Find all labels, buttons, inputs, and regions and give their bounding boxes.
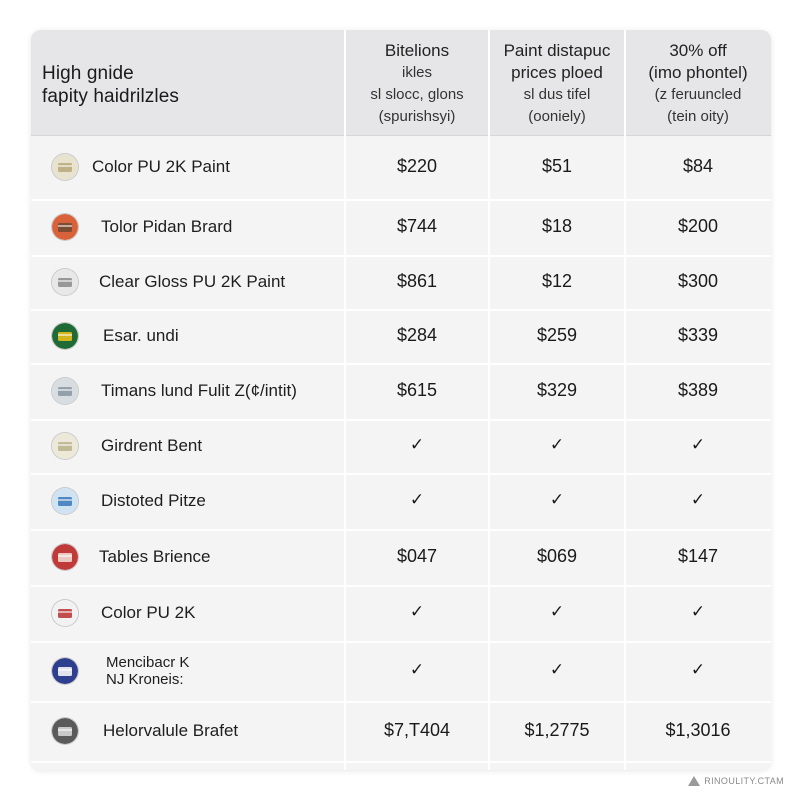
watermark-text: RINOULITY.CTAM <box>704 776 784 786</box>
row-product-name: Color PU 2K <box>101 603 196 622</box>
paint-can-icon <box>52 600 78 626</box>
price-cell: $047 <box>396 546 438 566</box>
price-cell: $300 <box>677 271 719 291</box>
row-product-name: Mencibacr K NJ Kroneis: <box>106 654 189 688</box>
row-product-name-line1: Mencibacr K <box>106 654 190 671</box>
table-row: Color PU 2K Paint $220 $51 $84 <box>31 135 771 201</box>
paint-can-icon <box>52 269 78 295</box>
price-cell: $744 <box>396 216 438 236</box>
watermark-logo-icon <box>688 776 701 786</box>
price-cell: $284 <box>396 325 438 345</box>
row-product-name: Tables Brience <box>99 547 211 566</box>
paint-can-icon <box>52 718 78 744</box>
price-cell: $18 <box>541 216 573 236</box>
table-row: Tables Brience $047 $069 $147 <box>31 529 771 587</box>
watermark: RINOULITY.CTAM <box>688 776 784 786</box>
check-icon: ✓ <box>409 602 425 621</box>
check-icon: ✓ <box>549 435 565 454</box>
column-header-3-line1: 30% off <box>669 41 727 60</box>
column-header-2-line3: sl dus tifel <box>523 86 591 103</box>
table-row: Mencibacr K NJ Kroneis: ✓ ✓ ✓ <box>31 641 771 703</box>
price-cell: $339 <box>677 325 719 345</box>
paint-can-icon <box>52 658 78 684</box>
check-icon: ✓ <box>690 490 706 509</box>
row-product-name: Color PU 2K Paint <box>92 157 230 176</box>
column-header-3-line2: (imo phontel) <box>648 63 748 82</box>
row-product-name: Clear Gloss PU 2K Paint <box>99 272 286 291</box>
column-header-1-line1: Bitelions <box>384 41 450 60</box>
row-product-name: Esar. undi <box>103 326 179 345</box>
row-product-name: Helorvalule Brafet <box>103 721 239 740</box>
table-row: Clear Gloss PU 2K Paint $861 $12 $300 <box>31 255 771 311</box>
column-divider <box>624 30 626 770</box>
price-cell: $147 <box>677 546 719 566</box>
row-product-name: Tolor Pidan Brard <box>101 217 233 236</box>
paint-can-icon <box>52 154 78 180</box>
price-cell: $51 <box>541 156 573 176</box>
column-header-3-line4: (tein oity) <box>667 108 729 125</box>
table-title-line1: High gnide <box>42 63 134 84</box>
price-cell: $7,T404 <box>383 720 451 740</box>
table-title: High gnide fapity haidrilzles <box>42 62 179 108</box>
price-cell: $200 <box>677 216 719 236</box>
row-product-name: Distoted Pitze <box>101 491 206 510</box>
column-divider <box>488 30 490 770</box>
table-row: Girdrent Bent ✓ ✓ ✓ <box>31 419 771 475</box>
column-header-2: Paint distapuc prices ploed sl dus tifel… <box>489 40 625 128</box>
table-row: Helorvalule Brafet $7,T404 $1,2775 $1,3016 <box>31 701 771 763</box>
column-header-3-line3: (z feruuncled <box>654 86 742 103</box>
paint-can-icon <box>52 214 78 240</box>
paint-can-icon <box>52 433 78 459</box>
price-cell: $84 <box>682 156 714 176</box>
paint-can-icon <box>52 488 78 514</box>
price-cell: $1,2775 <box>524 720 590 740</box>
table-title-line2: fapity haidrilzles <box>42 86 179 107</box>
column-divider <box>344 30 346 770</box>
price-cell: $329 <box>536 380 578 400</box>
table-header: High gnide fapity haidrilzles Bitelions … <box>31 30 771 136</box>
price-cell: $069 <box>536 546 578 566</box>
price-cell: $220 <box>396 156 438 176</box>
row-product-name-line2: NJ Kroneis: <box>106 671 184 688</box>
check-icon: ✓ <box>549 490 565 509</box>
price-cell: $861 <box>396 271 438 291</box>
price-comparison-table: High gnide fapity haidrilzles Bitelions … <box>31 30 771 770</box>
paint-can-icon <box>52 323 78 349</box>
table-row: Color PU 2K ✓ ✓ ✓ <box>31 585 771 643</box>
price-cell: $615 <box>396 380 438 400</box>
check-icon: ✓ <box>549 602 565 621</box>
price-cell: $259 <box>536 325 578 345</box>
table-row: Timans lund Fulit Z(¢/intit) $615 $329 $389 <box>31 363 771 421</box>
table-row: Tolor Pidan Brard $744 $18 $200 <box>31 199 771 257</box>
check-icon: ✓ <box>690 660 706 679</box>
check-icon: ✓ <box>409 490 425 509</box>
column-header-1-line3: sl slocc, glons <box>370 86 464 103</box>
check-icon: ✓ <box>690 602 706 621</box>
column-header-1-line2: ikles <box>401 64 432 81</box>
price-cell: $12 <box>541 271 573 291</box>
check-icon: ✓ <box>409 435 425 454</box>
column-header-1: Bitelions ikles sl slocc, glons (spurish… <box>345 40 489 128</box>
price-cell: $389 <box>677 380 719 400</box>
column-header-1-line4: (spurishsyi) <box>378 108 456 125</box>
column-header-2-line4: (ooniely) <box>528 108 586 125</box>
row-product-name: Girdrent Bent <box>101 436 203 455</box>
price-cell: $1,3016 <box>665 720 731 740</box>
table-row: Distoted Pitze ✓ ✓ ✓ <box>31 473 771 531</box>
paint-can-icon <box>52 378 78 404</box>
paint-can-icon <box>52 544 78 570</box>
column-header-3: 30% off (imo phontel) (z feruuncled (tei… <box>625 40 771 128</box>
check-icon: ✓ <box>549 660 565 679</box>
column-header-2-line1: Paint distapuc <box>503 41 611 60</box>
check-icon: ✓ <box>690 435 706 454</box>
table-row: Esar. undi $284 $259 $339 <box>31 309 771 365</box>
column-header-2-line2: prices ploed <box>511 63 603 82</box>
row-product-name: Timans lund Fulit Z(¢/intit) <box>101 381 297 400</box>
check-icon: ✓ <box>409 660 425 679</box>
